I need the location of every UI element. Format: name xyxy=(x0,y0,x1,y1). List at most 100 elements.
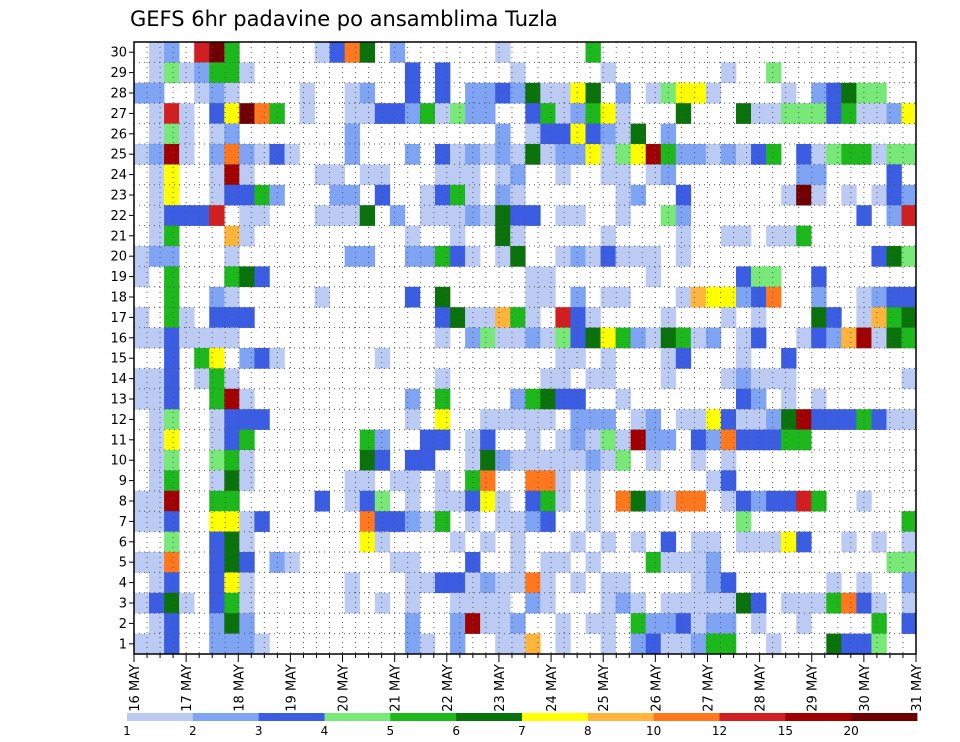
colorbar-label: 7 xyxy=(518,724,526,738)
heatmap-cell xyxy=(555,82,571,104)
heatmap-cell xyxy=(886,409,902,430)
heatmap-cell xyxy=(570,531,586,553)
heatmap-cell xyxy=(134,307,150,328)
heatmap-cell xyxy=(435,388,451,410)
heatmap-cell xyxy=(585,470,601,492)
heatmap-cell xyxy=(751,368,767,390)
heatmap-cell xyxy=(344,42,361,63)
heatmap-cell xyxy=(675,409,692,430)
heatmap-cell xyxy=(540,511,556,532)
heatmap-cell xyxy=(224,42,240,63)
heatmap-cell xyxy=(465,82,481,104)
x-tick-label: 26 MAY xyxy=(649,664,664,712)
heatmap-cell xyxy=(224,123,240,145)
heatmap-cell xyxy=(344,144,361,165)
heatmap-cell xyxy=(585,144,601,165)
colorbar-swatch xyxy=(192,713,260,721)
heatmap-cell xyxy=(164,62,180,84)
heatmap-cell xyxy=(871,633,887,655)
heatmap-cell xyxy=(720,450,737,471)
x-tick-label: 28 MAY xyxy=(754,664,769,712)
heatmap-cell xyxy=(164,103,180,124)
heatmap-cell xyxy=(465,164,481,186)
heatmap-cell xyxy=(570,348,586,369)
heatmap-cell xyxy=(736,531,752,553)
colorbar-label: 2 xyxy=(189,724,197,738)
heatmap-cell xyxy=(766,633,782,655)
heatmap-cell xyxy=(796,164,812,186)
colorbar-label: 1 xyxy=(123,724,131,738)
heatmap-cell xyxy=(374,450,391,471)
heatmap-cell xyxy=(856,103,872,124)
grid-lines xyxy=(134,42,916,654)
heatmap-cell xyxy=(510,409,526,430)
heatmap-cell xyxy=(525,82,541,104)
heatmap-cell xyxy=(389,42,406,63)
heatmap-cell xyxy=(796,327,812,349)
heatmap-cell xyxy=(389,470,406,492)
heatmap-cell xyxy=(510,388,526,410)
heatmap-cell xyxy=(555,470,571,492)
heatmap-cell xyxy=(630,490,646,512)
heatmap-cell xyxy=(149,572,165,594)
heatmap-cell xyxy=(209,552,225,573)
heatmap-cell xyxy=(525,266,541,288)
y-tick-label: 1 xyxy=(119,637,127,652)
heatmap-cell xyxy=(495,82,511,104)
heatmap-cell xyxy=(209,633,225,655)
heatmap-cells xyxy=(134,42,917,655)
heatmap-cell xyxy=(766,144,782,165)
heatmap-cell xyxy=(796,144,812,165)
heatmap-cell xyxy=(224,572,240,594)
heatmap-cell xyxy=(480,82,496,104)
heatmap-cell xyxy=(645,144,662,165)
heatmap-cell xyxy=(585,42,601,63)
heatmap-cell xyxy=(585,246,601,267)
heatmap-cell xyxy=(495,123,511,145)
heatmap-cell xyxy=(254,633,270,655)
heatmap-cell xyxy=(615,490,631,512)
heatmap-cell xyxy=(404,470,421,492)
heatmap-cell xyxy=(871,613,887,634)
heatmap-cell xyxy=(675,490,692,512)
heatmap-cell xyxy=(525,327,541,349)
heatmap-cell xyxy=(239,470,255,492)
heatmap-cell xyxy=(164,246,180,267)
heatmap-cell xyxy=(645,490,662,512)
heatmap-cell xyxy=(134,368,150,390)
heatmap-cell xyxy=(705,572,722,594)
heatmap-cell xyxy=(705,429,722,451)
heatmap-cell xyxy=(901,592,917,614)
heatmap-cell xyxy=(570,572,586,594)
heatmap-cell xyxy=(660,144,677,165)
heatmap-cell xyxy=(149,450,165,471)
heatmap-cell xyxy=(630,123,646,145)
heatmap-cell xyxy=(555,490,571,512)
heatmap-cell xyxy=(149,82,165,104)
heatmap-cell xyxy=(164,348,180,369)
heatmap-cell xyxy=(164,470,180,492)
heatmap-cell xyxy=(224,552,240,573)
heatmap-cell xyxy=(239,62,255,84)
y-tick-label: 28 xyxy=(110,87,127,102)
heatmap-cell xyxy=(570,103,586,124)
heatmap-cell xyxy=(660,429,677,451)
heatmap-cell xyxy=(510,511,526,532)
heatmap-cell xyxy=(495,490,511,512)
heatmap-cell xyxy=(630,327,646,349)
heatmap-cell xyxy=(660,205,677,226)
heatmap-cell xyxy=(796,592,812,614)
heatmap-cell xyxy=(660,613,677,634)
colorbar-label: 6 xyxy=(452,724,460,738)
colorbar-label: 4 xyxy=(321,724,329,738)
heatmap-cell xyxy=(585,368,601,390)
heatmap-cell xyxy=(781,490,797,512)
heatmap-cell xyxy=(374,429,391,451)
heatmap-cell xyxy=(690,531,707,553)
heatmap-cell xyxy=(359,470,376,492)
heatmap-cell xyxy=(450,531,466,553)
heatmap-cell xyxy=(510,613,526,634)
heatmap-cell xyxy=(209,42,225,63)
heatmap-cell xyxy=(555,368,571,390)
